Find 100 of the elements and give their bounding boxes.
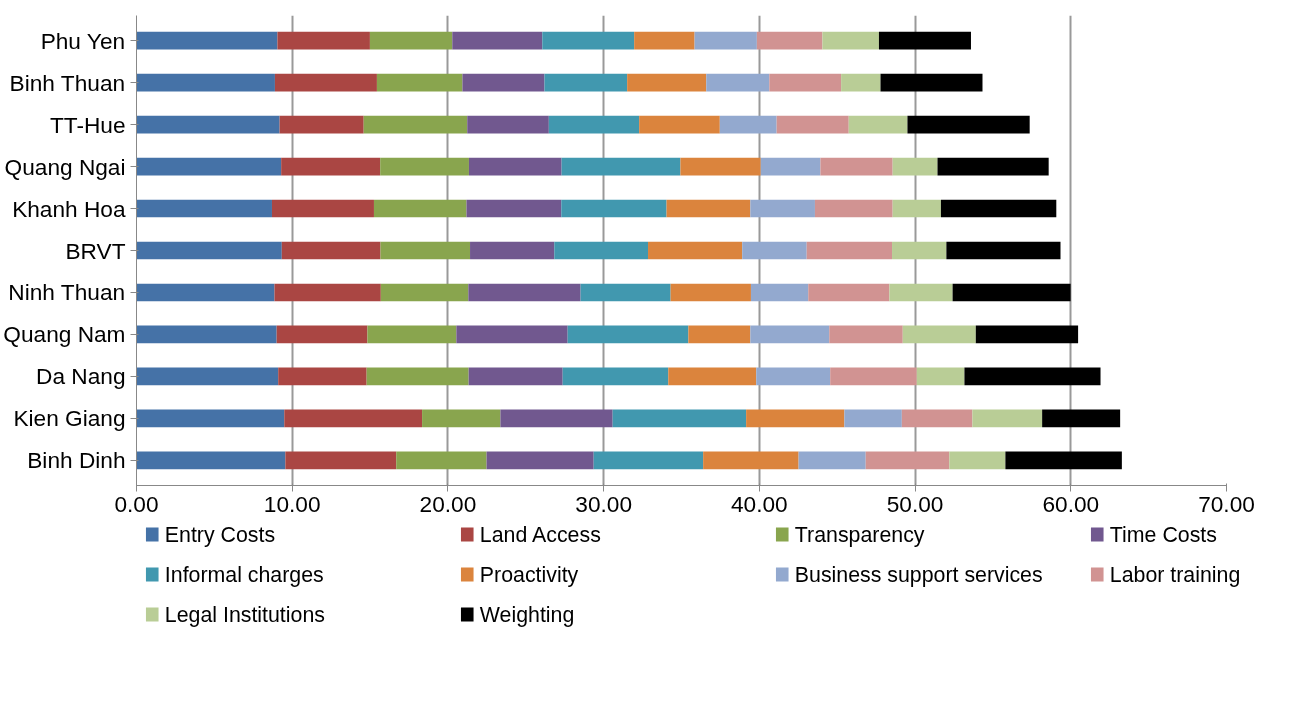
bar <box>680 157 761 176</box>
bar <box>892 157 938 176</box>
bar <box>750 199 815 218</box>
bar <box>500 409 613 428</box>
bar <box>380 241 471 260</box>
bar <box>829 325 903 344</box>
bar <box>561 199 667 218</box>
bar <box>284 409 423 428</box>
legend-label: Entry Costs <box>164 522 276 547</box>
bar <box>865 451 950 470</box>
bar <box>639 115 720 134</box>
bar <box>901 409 973 428</box>
bar <box>668 367 757 386</box>
bar <box>892 199 941 218</box>
bar <box>468 367 563 386</box>
bar <box>964 367 1101 386</box>
bar <box>889 283 953 302</box>
bar <box>830 367 917 386</box>
bar <box>593 451 704 470</box>
legend-label: Legal Institutions <box>164 602 325 627</box>
legend-label: Transparency <box>794 522 925 547</box>
y-tick-label: Phu Yen <box>40 27 126 54</box>
bar <box>878 31 971 50</box>
bar <box>468 157 562 176</box>
bar <box>136 157 282 176</box>
x-tick-label: 40.00 <box>731 490 788 517</box>
bar <box>363 115 468 134</box>
bar <box>841 73 881 92</box>
bar <box>776 115 849 134</box>
bar <box>285 451 397 470</box>
y-tick-label: Da Nang <box>36 363 126 390</box>
bar <box>548 115 640 134</box>
bar <box>822 31 879 50</box>
y-tick-label: Kien Giang <box>13 405 126 432</box>
bar <box>1042 409 1121 428</box>
bar <box>634 31 695 50</box>
bar <box>274 283 381 302</box>
bar <box>373 199 467 218</box>
bar <box>376 73 463 92</box>
legend-label: Time Costs <box>1109 522 1217 547</box>
y-tick-label: BRVT <box>65 237 126 264</box>
bar <box>937 157 1049 176</box>
bar <box>136 451 286 470</box>
bar <box>940 199 1057 218</box>
bar <box>380 283 469 302</box>
bar <box>279 115 364 134</box>
y-tick-label: Binh Thuan <box>9 69 126 96</box>
bar <box>281 157 381 176</box>
bar <box>848 115 908 134</box>
y-tick-label: Ninh Thuan <box>8 279 126 306</box>
y-tick-label: TT-Hue <box>49 111 126 138</box>
legend-label: Land Access <box>479 522 601 547</box>
bar <box>367 325 457 344</box>
bar <box>136 367 279 386</box>
bar <box>456 325 568 344</box>
bar <box>466 199 562 218</box>
bar <box>670 283 751 302</box>
x-tick-label: 60.00 <box>1042 490 1100 517</box>
bar <box>462 73 545 92</box>
bar <box>468 283 581 302</box>
bar <box>820 157 893 176</box>
bar <box>703 451 799 470</box>
bar <box>694 31 757 50</box>
bar <box>808 283 890 302</box>
bar <box>486 451 594 470</box>
bar <box>746 409 845 428</box>
bar <box>760 157 821 176</box>
bar <box>136 325 277 344</box>
bar <box>769 73 842 92</box>
bar <box>814 199 893 218</box>
bar <box>844 409 902 428</box>
legend-label: Labor training <box>1109 562 1241 587</box>
bar <box>627 73 707 92</box>
bar <box>561 157 681 176</box>
bar <box>136 283 275 302</box>
bar <box>972 409 1043 428</box>
bar <box>798 451 866 470</box>
bar <box>742 241 807 260</box>
bar <box>136 241 282 260</box>
x-tick-label: 20.00 <box>419 490 477 517</box>
bar <box>136 409 285 428</box>
bar <box>750 325 830 344</box>
legend-label: Business support services <box>794 562 1043 587</box>
bar <box>1005 451 1122 470</box>
bar <box>612 409 747 428</box>
bar <box>366 367 469 386</box>
bar <box>666 199 751 218</box>
bar <box>907 115 1030 134</box>
y-tick-label: Binh Dinh <box>27 447 126 474</box>
bar <box>277 31 370 50</box>
bar <box>542 31 635 50</box>
bar <box>806 241 893 260</box>
legend-label: Informal charges <box>164 562 324 587</box>
bar <box>562 367 669 386</box>
bar <box>750 283 809 302</box>
bar <box>274 73 377 92</box>
bar <box>975 325 1079 344</box>
bar <box>136 199 272 218</box>
x-tick-label: 10.00 <box>263 490 321 517</box>
bar <box>396 451 487 470</box>
